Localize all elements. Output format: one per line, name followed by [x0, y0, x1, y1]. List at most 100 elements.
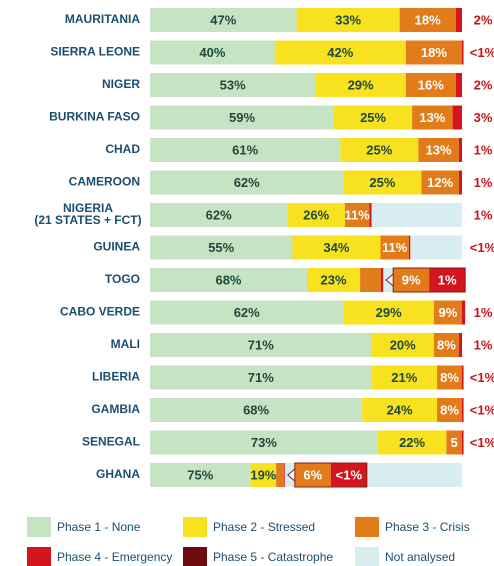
callout-label: <1% [336, 467, 363, 482]
bar-segment [150, 463, 251, 487]
phase4-label: 1% [474, 337, 493, 352]
bar-segment [150, 398, 363, 422]
segment-label: 68% [243, 402, 269, 417]
category-label: SIERRA LEONE [50, 45, 140, 59]
segment-label: 21% [391, 370, 417, 385]
bar-segment [462, 40, 464, 65]
segment-label: 29% [348, 77, 374, 92]
bar-segment [380, 268, 384, 292]
category-label: MAURITANIA [65, 12, 140, 26]
bar-segment [455, 73, 462, 97]
phase4-label: 1% [474, 305, 493, 320]
bar-segment [446, 430, 462, 455]
bar-segment [462, 430, 464, 455]
segment-label: 61% [232, 142, 258, 157]
category-label: CAMEROON [69, 175, 140, 189]
phase4-label: <1% [470, 45, 494, 60]
callout-pointer [385, 273, 394, 287]
bar-segment [306, 268, 361, 292]
category-label: BURKINA FASO [49, 110, 140, 124]
legend-label: Phase 5 - Catastrophe [213, 550, 333, 564]
bar-segment [315, 73, 406, 97]
segment-label: 16% [418, 77, 444, 92]
phase4-label: 3% [474, 110, 493, 125]
segment-label: 13% [419, 110, 445, 125]
phase4-label: <1% [470, 435, 494, 450]
phase4-label: 2% [474, 77, 493, 92]
legend-swatch [27, 547, 51, 566]
callout-box [294, 463, 331, 487]
callout-label: 9% [402, 272, 421, 287]
bar-segment [343, 300, 434, 325]
segment-label: 25% [366, 142, 392, 157]
category-label: MALI [111, 337, 140, 351]
bar-segment [369, 203, 372, 227]
bar-segment [150, 8, 297, 32]
segment-label: 47% [210, 12, 236, 27]
bar-segment [340, 138, 419, 162]
bar-segment [462, 365, 464, 390]
callout-label: 1% [438, 272, 457, 287]
phase4-label: <1% [470, 240, 494, 255]
bar-segment [296, 8, 400, 32]
segment-label: 59% [229, 110, 255, 125]
bar-segment [433, 333, 459, 357]
segment-label: 26% [303, 207, 329, 222]
bar-segment [371, 203, 462, 227]
category-label: GUINEA [93, 240, 140, 254]
bar-segment [408, 235, 411, 260]
legend-swatch [183, 517, 207, 537]
bar-segment [276, 463, 285, 487]
bar-segment [334, 105, 413, 130]
bar-segment [150, 300, 344, 325]
bar-segment [150, 73, 316, 97]
segment-label: 24% [387, 402, 413, 417]
bar-segment [292, 235, 381, 260]
bar-segment [343, 170, 422, 195]
segment-label: 12% [427, 175, 453, 190]
category-line: NIGERIA [63, 201, 113, 215]
segment-label: 42% [327, 45, 353, 60]
bar-segment [150, 365, 372, 390]
bar-segment [452, 105, 462, 130]
phase4-label: 1% [474, 142, 493, 157]
bar-segment [458, 170, 462, 195]
phase4-label: 2% [474, 12, 493, 27]
category-label: GAMBIA [91, 402, 140, 416]
segment-label: 13% [426, 142, 452, 157]
segment-label: 25% [369, 175, 395, 190]
bar-segment [433, 300, 462, 325]
callout-box [393, 268, 430, 292]
phase4-label: <1% [470, 402, 494, 417]
segment-label: 18% [421, 45, 447, 60]
legend-label: Phase 3 - Crisis [385, 520, 470, 534]
bar-segment [360, 268, 381, 292]
segment-label: 25% [360, 110, 386, 125]
bar-segment [408, 235, 462, 260]
category-label: CABO VERDE [60, 305, 140, 319]
callout-border [294, 462, 368, 488]
bar-segment [380, 235, 409, 260]
callout-pointer [287, 468, 296, 482]
bar-segment [458, 333, 462, 357]
segment-label: 55% [208, 240, 234, 255]
segment-label: 20% [390, 337, 416, 352]
segment-label: 8% [440, 402, 459, 417]
bar-segment [150, 333, 372, 357]
bar-segment [405, 73, 456, 97]
segment-label: 18% [415, 12, 441, 27]
category-label: GHANA [96, 467, 140, 481]
bar-segment [371, 365, 438, 390]
bar-segment [362, 398, 438, 422]
legend-swatch [27, 517, 51, 537]
category-label: SENEGAL [82, 435, 140, 449]
bar-segment [412, 105, 453, 130]
bar-segment [418, 138, 459, 162]
bar-segment [150, 235, 293, 260]
category-label: CHAD [105, 142, 140, 156]
bar-segment [462, 398, 464, 422]
bar-segment [250, 463, 277, 487]
bar-segment [150, 40, 275, 65]
category-line: (21 STATES + FCT) [34, 213, 141, 227]
